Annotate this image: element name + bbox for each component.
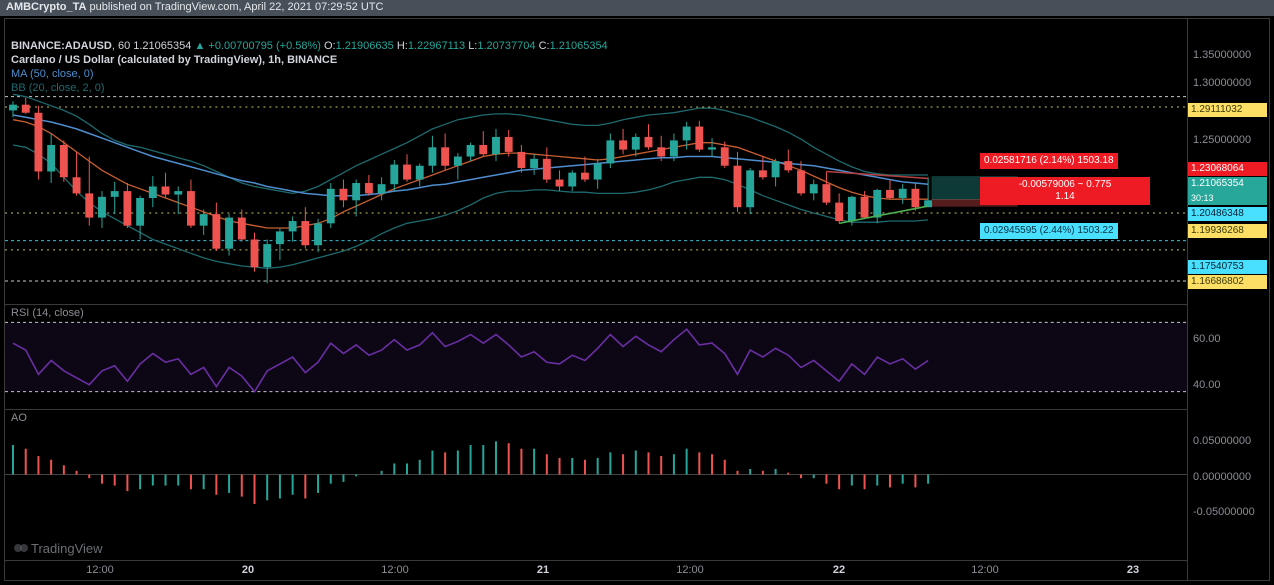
price-tick: 1.25000000	[1193, 134, 1251, 146]
tradingview-logo[interactable]: TradingView	[13, 540, 103, 556]
ao-axis-tick: 0.00000000	[1193, 471, 1251, 483]
time-tick: 21	[537, 564, 549, 576]
ao-title: AO	[11, 412, 27, 424]
chart-container: USD BINANCE:ADAUSD, 60 1.21065354 ▲ +0.0…	[4, 18, 1270, 581]
published-timestamp: April 22, 2021 07:29:52 UTC	[244, 1, 383, 13]
price-tag: 1.20486348	[1188, 207, 1267, 221]
time-tick: 12:00	[971, 564, 999, 576]
price-tag: 30:13	[1188, 191, 1267, 205]
price-tag: 1.29111032	[1188, 103, 1267, 117]
time-axis[interactable]: 12:00 20 12:00 21 12:00 22 12:00 23	[5, 560, 1187, 580]
ao-axis-tick: -0.05000000	[1193, 506, 1255, 518]
rsi-title: RSI (14, close)	[11, 307, 84, 319]
time-tick: 12:00	[676, 564, 704, 576]
published-prefix: published on TradingView.com,	[86, 1, 244, 13]
time-tick: 23	[1127, 564, 1139, 576]
rsi-axis-tick: 60.00	[1193, 333, 1221, 345]
ao-chart-svg	[5, 410, 1187, 539]
time-tick: 20	[242, 564, 254, 576]
risk-box-entry[interactable]: -0.00579006 ~ 0.7751.14	[980, 177, 1150, 205]
rsi-axis-tick: 40.00	[1193, 379, 1221, 391]
price-tag: 1.17540753	[1188, 260, 1267, 274]
rsi-chart-svg	[5, 305, 1187, 409]
header-strip: AMBCrypto_TA published on TradingView.co…	[0, 0, 1274, 16]
price-tick: 1.35000000	[1193, 49, 1251, 61]
time-tick: 12:00	[381, 564, 409, 576]
price-chart-svg	[5, 39, 1187, 304]
price-tag: 1.23068064	[1188, 162, 1267, 176]
tradingview-logo-text: TradingView	[31, 541, 103, 556]
time-tick: 22	[833, 564, 845, 576]
price-tick: 1.30000000	[1193, 77, 1251, 89]
price-pane[interactable]	[5, 39, 1187, 304]
ao-pane[interactable]: AO	[5, 409, 1187, 539]
risk-box-target[interactable]: 0.02581716 (2.14%) 1503.18	[980, 153, 1118, 169]
price-tag: 1.16686802	[1188, 275, 1267, 289]
publisher-name: AMBCrypto_TA	[6, 1, 86, 13]
price-tag: 1.19936268	[1188, 224, 1267, 238]
rsi-pane[interactable]: RSI (14, close)	[5, 304, 1187, 409]
ao-axis-tick: 0.05000000	[1193, 435, 1251, 447]
risk-box-stop[interactable]: 0.02945595 (2.44%) 1503.22	[980, 223, 1118, 239]
time-tick: 12:00	[86, 564, 114, 576]
price-tag: 1.21065354	[1188, 177, 1267, 191]
price-axis[interactable]: 1.35000000 1.30000000 1.25000000 1.29111032…	[1187, 19, 1269, 580]
